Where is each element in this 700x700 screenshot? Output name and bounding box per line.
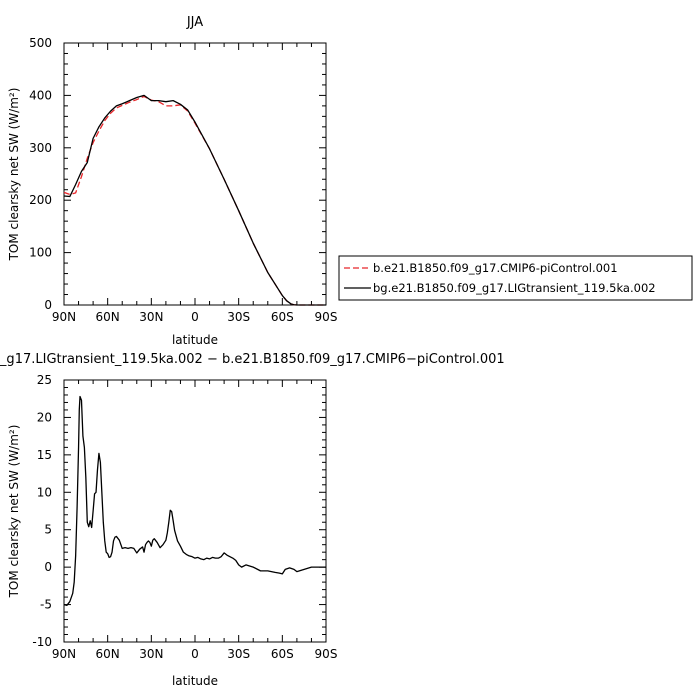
x-tick-label: 30N: [139, 310, 163, 324]
x-tick-label: 30S: [227, 310, 250, 324]
x-tick-label: 60N: [96, 310, 120, 324]
legend-label: bg.e21.B1850.f09_g17.LIGtransient_119.5k…: [373, 281, 656, 295]
y-tick-label: -10: [32, 635, 52, 649]
series-line-0: [63, 95, 326, 306]
top-panel: JJA 90N 60N 30N 0 30S 60S 90S0100200300400500 …: [7, 15, 693, 347]
bottom-xlabel: latitude: [172, 674, 218, 688]
x-tick-label: 0: [191, 310, 199, 324]
x-tick-label: 90N: [52, 647, 76, 661]
top-xlabel: latitude: [172, 333, 218, 347]
bottom-plot-area: 90N 60N 30N 0 30S 60S 90S -10 -5 0 5 10 15 20 25: [32, 373, 337, 661]
bottom-title: bg.e21.B1850.f09_g17.LIGtransient_119.5k…: [0, 352, 505, 367]
plot-frame: [63, 42, 327, 306]
y-tick-label: 5: [44, 523, 52, 537]
legend-label: b.e21.B1850.f09_g17.CMIP6-piControl.001: [373, 261, 618, 275]
bottom-panel: bg.e21.B1850.f09_g17.LIGtransient_119.5k…: [0, 352, 505, 688]
y-tick-label: 10: [37, 485, 52, 499]
x-tick-label: 0: [191, 647, 199, 661]
legend-box: [338, 255, 693, 301]
x-tick-label: 60N: [96, 647, 120, 661]
top-ylabel: TOM clearsky net SW (W/m²): [7, 88, 21, 262]
y-tick-label: 400: [29, 88, 52, 102]
top-title: JJA: [186, 15, 203, 30]
y-tick-label: 200: [29, 193, 52, 207]
x-tick-label: 30S: [227, 647, 250, 661]
y-tick-label: 500: [29, 36, 52, 50]
y-tick-label: 300: [29, 141, 52, 155]
y-tick-label: 25: [37, 373, 52, 387]
legend: b.e21.B1850.f09_g17.CMIP6-piControl.001b…: [338, 255, 693, 301]
y-tick-label: 15: [37, 448, 52, 462]
x-tick-label: 90N: [52, 310, 76, 324]
x-tick-label: 90S: [315, 310, 338, 324]
x-tick-label: 60S: [271, 647, 294, 661]
y-tick-label: 20: [37, 410, 52, 424]
y-tick-label: -5: [40, 598, 52, 612]
y-tick-label: 100: [29, 246, 52, 260]
x-tick-label: 60S: [271, 310, 294, 324]
y-tick-label: 0: [44, 298, 52, 312]
series-line-1: [63, 94, 326, 306]
x-tick-label: 90S: [315, 647, 338, 661]
bottom-ylabel: TOM clearsky net SW (W/m²): [7, 425, 21, 599]
y-tick-label: 0: [44, 560, 52, 574]
top-plot-area: 90N 60N 30N 0 30S 60S 90S 0 100 200 300 400 500: [29, 36, 337, 324]
x-tick-label: 30N: [139, 647, 163, 661]
series-line-0: [63, 395, 326, 606]
